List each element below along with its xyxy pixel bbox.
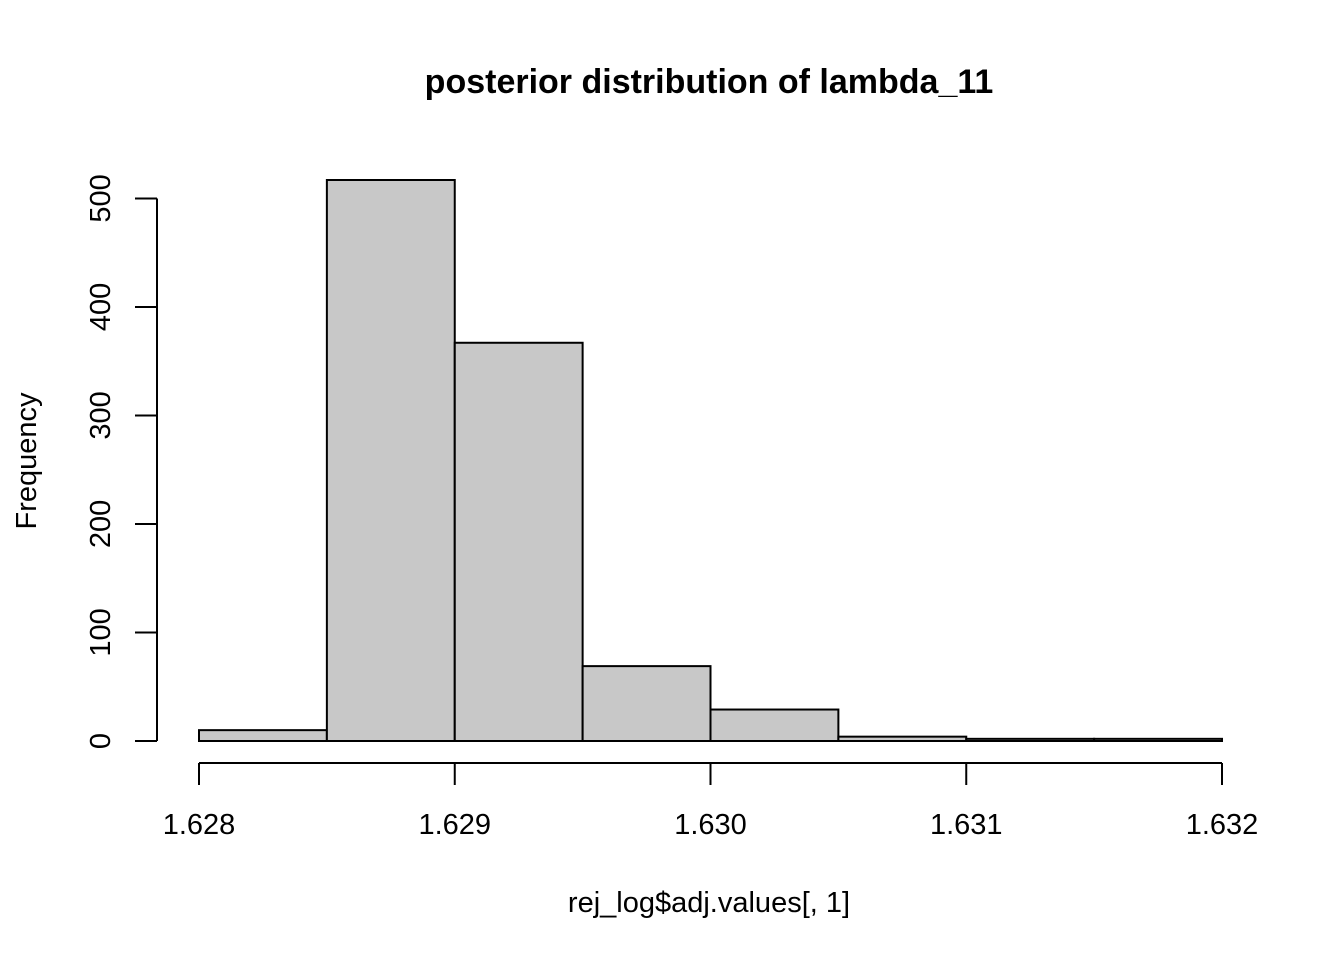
y-tick-label-3: 300 [85, 391, 117, 439]
y-tick-label-4: 400 [85, 283, 117, 331]
x-tick-label-3: 1.631 [930, 809, 1003, 841]
histogram-bar-1 [325, 179, 456, 742]
histogram-bar-3 [581, 665, 712, 743]
y-tick-label-0: 0 [85, 733, 117, 749]
histogram-bar-6 [965, 737, 1096, 742]
y-tick-label-1: 100 [85, 608, 117, 656]
histogram-bar-2 [453, 341, 584, 742]
histogram-bar-7 [1093, 737, 1223, 742]
x-tick-label-2: 1.630 [674, 809, 747, 841]
x-tick-label-4: 1.632 [1186, 809, 1259, 841]
y-tick-label-2: 200 [85, 500, 117, 548]
chart-title: posterior distribution of lambda_11 [425, 63, 994, 101]
x-axis: 1.628 1.629 1.630 1.631 1.632 [163, 762, 1259, 841]
histogram-bar-4 [709, 708, 840, 743]
y-axis: 0 100 200 300 400 500 [85, 174, 158, 749]
y-tick-label-5: 500 [85, 174, 117, 222]
histogram-bar-5 [837, 735, 968, 742]
y-axis-label: Frequency [11, 392, 43, 530]
histogram-bar-0 [198, 729, 328, 742]
x-tick-label-1: 1.629 [418, 809, 491, 841]
x-axis-label: rej_log$adj.values[, 1] [568, 887, 850, 919]
x-tick-label-0: 1.628 [163, 809, 236, 841]
bars-group [198, 179, 1223, 743]
